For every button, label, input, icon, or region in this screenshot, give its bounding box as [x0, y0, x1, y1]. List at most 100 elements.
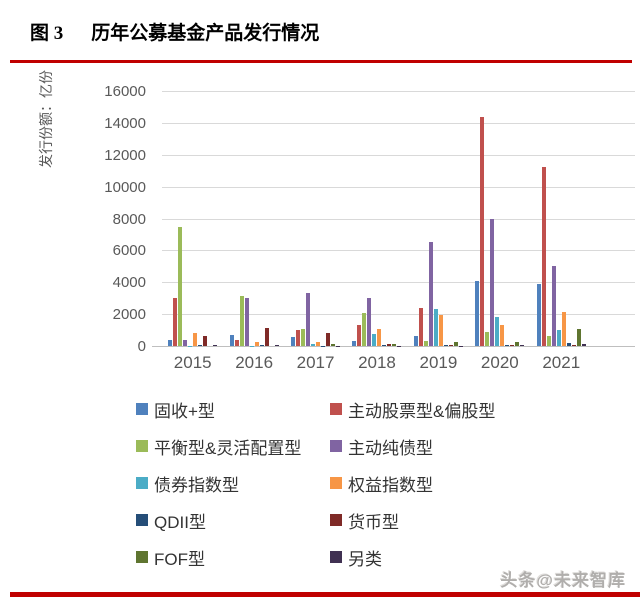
bar-2019-series-5: [438, 315, 443, 346]
bar-2021-series-8: [576, 329, 581, 346]
gridline-4000: [162, 282, 635, 284]
bar-2017-series-0: [291, 337, 296, 346]
bar-2021-series-4: [556, 330, 561, 346]
bar-2021-series-5: [561, 311, 566, 346]
bar-2021-series-3: [551, 265, 556, 346]
legend-label-0: 固收+型: [154, 401, 215, 421]
gridline-6000: [162, 250, 635, 252]
gridline-8000: [162, 218, 635, 220]
legend-swatch-2: [136, 440, 148, 452]
bar-group-2020: [475, 92, 525, 346]
bar-2015-series-0: [168, 340, 173, 346]
legend-swatch-9: [330, 551, 342, 563]
bar-group-2017: [291, 92, 341, 346]
legend: 固收+型 主动股票型&偏股型 平衡型&灵活配置型 主动纯债型债券指数型 权益指数型 QDI…: [136, 398, 496, 569]
bar-2021-series-9: [581, 344, 586, 346]
bar-group-2018: [352, 92, 402, 346]
legend-item-0: 固收+型: [136, 398, 330, 421]
top-divider-rule: [10, 60, 632, 63]
legend-item-5: 权益指数型: [330, 472, 495, 495]
bar-2015-series-5: [193, 333, 198, 346]
bar-2020-series-7: [510, 345, 515, 346]
legend-item-8: FOF型: [136, 546, 330, 569]
legend-label-1: 主动股票型&偏股型: [348, 401, 496, 421]
bar-2021-series-6: [566, 343, 571, 346]
bar-2016-series-3: [244, 298, 249, 346]
bar-2015-series-2: [178, 226, 183, 346]
bar-2019-series-6: [443, 345, 448, 346]
legend-item-2: 平衡型&灵活配置型: [136, 435, 330, 458]
bar-group-2016: [229, 92, 279, 346]
legend-swatch-6: [136, 514, 148, 526]
gridline-14000: [162, 122, 635, 124]
bar-2021-series-7: [571, 345, 576, 346]
bar-2020-series-6: [505, 344, 510, 346]
bar-2016-series-6: [259, 345, 264, 346]
gridline-2000: [162, 314, 635, 316]
y-tick-label-2000: 2000: [112, 306, 146, 324]
legend-item-7: 货币型: [330, 509, 495, 532]
bar-2021-series-1: [541, 166, 546, 346]
bottom-divider-rule: [10, 592, 640, 597]
legend-label-6: QDII型: [154, 512, 206, 532]
legend-swatch-0: [136, 403, 148, 415]
y-tick-label-12000: 12000: [104, 146, 146, 164]
bar-group-2015: [168, 92, 218, 346]
legend-label-7: 货币型: [348, 512, 399, 532]
plot-area: [152, 91, 635, 347]
bar-2020-series-1: [480, 117, 485, 346]
legend-item-4: 债券指数型: [136, 472, 330, 495]
bar-2015-series-6: [198, 345, 203, 346]
bar-2020-series-4: [495, 317, 500, 346]
bar-2018-series-1: [357, 324, 362, 346]
watermark: 头条@未来智库: [500, 571, 626, 590]
bar-2017-series-3: [306, 292, 311, 346]
legend-item-9: 另类: [330, 546, 495, 569]
y-tick-label-0: 0: [137, 338, 146, 355]
legend-swatch-7: [330, 514, 342, 526]
bar-2018-series-8: [392, 344, 397, 346]
legend-item-6: QDII型: [136, 509, 330, 532]
bar-2020-series-2: [485, 331, 490, 346]
x-tick-label-2018: 2018: [358, 353, 396, 372]
gridline-10000: [162, 186, 635, 188]
bar-2020-series-0: [475, 280, 480, 346]
legend-swatch-1: [330, 403, 342, 415]
bar-2017-series-2: [301, 328, 306, 346]
legend-item-3: 主动纯债型: [330, 435, 495, 458]
bar-2019-series-2: [423, 341, 428, 346]
bar-2015-series-7: [203, 336, 208, 346]
x-axis-line: [152, 346, 635, 347]
bar-2018-series-4: [372, 334, 377, 346]
bar-2018-series-6: [382, 345, 387, 346]
x-tick-label-2017: 2017: [296, 353, 335, 372]
x-axis-labels: 2015 2016 2017 2018 2019 2020 2021: [162, 353, 592, 373]
legend-swatch-5: [330, 477, 342, 489]
legend-label-8: FOF型: [154, 549, 205, 569]
bar-2020-series-5: [500, 324, 505, 346]
bar-2018-series-0: [352, 341, 357, 346]
bar-2021-series-0: [536, 284, 541, 346]
bar-2015-series-9: [213, 345, 218, 346]
bar-2021-series-2: [546, 335, 551, 346]
bar-2019-series-8: [453, 341, 458, 346]
legend-label-9: 另类: [348, 549, 382, 569]
x-tick-label-2019: 2019: [419, 353, 458, 372]
y-axis-ticks: 0 2000 4000 6000 8000 10000 12000 14000 16000: [84, 83, 146, 355]
legend-item-1: 主动股票型&偏股型: [330, 398, 496, 421]
bar-2019-series-4: [433, 308, 438, 346]
figure-title: 图 3 历年公募基金产品发行情况: [30, 18, 319, 45]
bar-2020-series-8: [515, 341, 520, 346]
x-tick-label-2016: 2016: [235, 353, 274, 372]
y-tick-label-6000: 6000: [112, 242, 146, 260]
bar-2015-series-3: [183, 340, 188, 346]
bar-2019-series-7: [448, 345, 453, 346]
bar-2016-series-2: [239, 296, 244, 346]
bar-group-2021: [536, 92, 586, 346]
bar-2018-series-3: [367, 297, 372, 346]
x-tick-label-2020: 2020: [480, 353, 519, 372]
legend-label-4: 债券指数型: [154, 475, 239, 495]
legend-label-3: 主动纯债型: [348, 438, 433, 458]
bar-group-2019: [413, 92, 463, 346]
figure-title-prefix: 图 3: [30, 23, 64, 44]
